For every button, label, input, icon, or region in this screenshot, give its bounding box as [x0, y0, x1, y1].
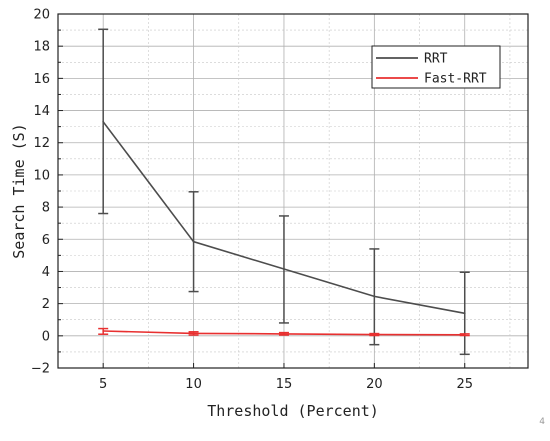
legend-label-fast-rrt: Fast-RRT	[424, 72, 487, 87]
x-tick-label: 5	[99, 377, 107, 392]
y-tick-label: 20	[33, 8, 50, 23]
x-tick-label: 25	[456, 377, 473, 392]
x-axis-label: Threshold (Percent)	[207, 402, 379, 420]
fast-rrt-data-point	[102, 330, 105, 332]
y-tick-label: 18	[33, 40, 50, 55]
x-tick-label: 15	[276, 377, 293, 392]
y-tick-label: 16	[33, 72, 50, 87]
fast-rrt-data-point	[192, 332, 195, 335]
rrt-data-point	[192, 240, 195, 243]
y-tick-label: 2	[42, 297, 50, 312]
y-tick-label: 12	[33, 136, 50, 151]
rrt-data-point	[463, 312, 466, 315]
x-tick-label: 20	[366, 377, 383, 392]
axis-ticks: −2 0 2 4 6 8 10 12 14 16 18 20 5 10 15 20 25	[31, 8, 473, 393]
legend-box	[371, 45, 501, 89]
legend: RRT Fast-RRT	[371, 45, 501, 89]
x-tick-label: 10	[185, 377, 202, 392]
y-axis-label: Search Time (S)	[10, 123, 28, 258]
rrt-data-point	[373, 295, 376, 298]
rrt-data-point	[283, 268, 285, 270]
y-tick-label: 14	[33, 104, 50, 119]
fast-rrt-data-point	[373, 333, 376, 336]
legend-label-rrt: RRT	[424, 52, 448, 67]
rrt-data-point	[102, 120, 105, 123]
y-tick-label: −2	[31, 362, 50, 377]
page-number: 4	[539, 417, 545, 427]
fast-rrt-data-point	[463, 333, 466, 336]
series-lines	[102, 120, 466, 336]
y-tick-label: 0	[42, 329, 50, 344]
y-tick-label: 6	[42, 233, 50, 248]
y-tick-label: 8	[42, 201, 50, 216]
fast-rrt-data-point	[283, 332, 285, 335]
y-tick-label: 10	[33, 168, 50, 183]
error-bars	[98, 28, 470, 356]
y-tick-label: 4	[42, 265, 50, 280]
